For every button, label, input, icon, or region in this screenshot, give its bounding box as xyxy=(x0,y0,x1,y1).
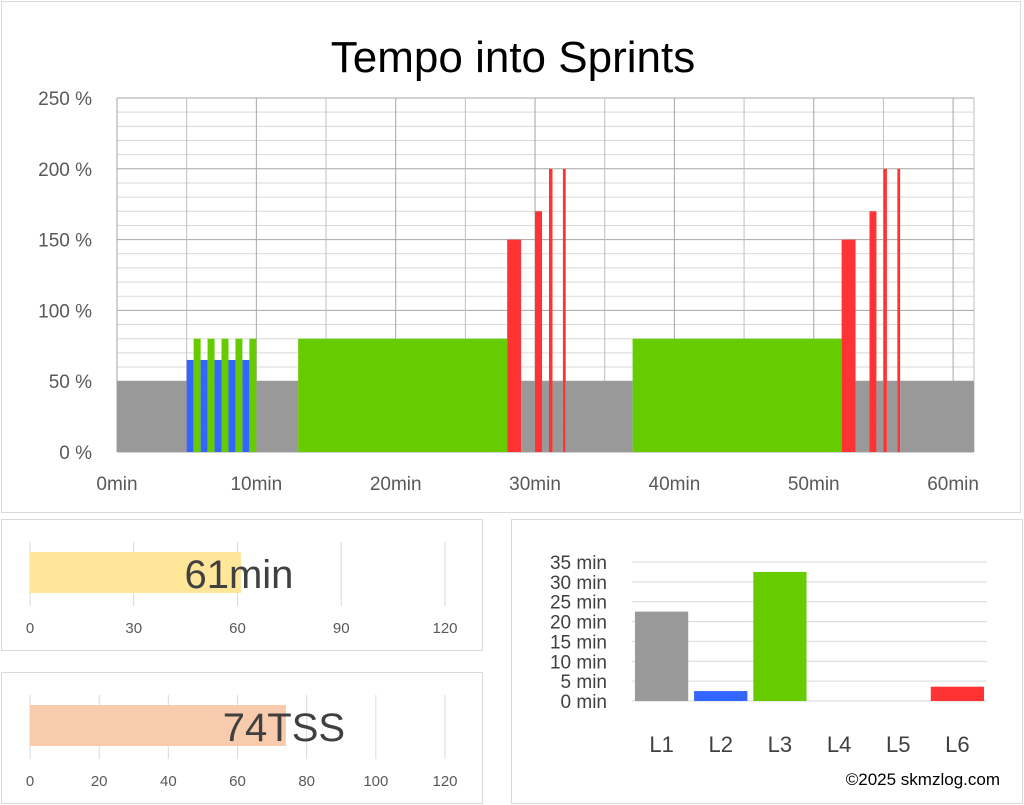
tss-chart: 74TSS 0 20 40 60 80 100 120 xyxy=(26,695,458,790)
x-tick-label: 0 xyxy=(26,773,34,790)
y-axis-ticks: 0 % 50 % 100 % 150 % 200 % 250 % xyxy=(38,89,92,464)
interval-bar xyxy=(228,359,236,452)
zone-category-label: L3 xyxy=(768,732,792,757)
x-tick-label: 0min xyxy=(96,474,137,495)
interval-bar xyxy=(242,359,250,452)
interval-bar xyxy=(632,338,842,452)
interval-bar xyxy=(200,359,208,452)
x-tick-label: 30min xyxy=(509,474,561,495)
y-tick-label: 25 min xyxy=(550,593,607,614)
duration-panel: 61min 0 30 60 90 120 xyxy=(1,519,483,651)
interval-bar xyxy=(548,168,553,453)
x-tick-label: 90 xyxy=(333,620,350,637)
zone-bar-l2 xyxy=(694,691,748,701)
duration-chart: 61min 0 30 60 90 120 xyxy=(26,542,458,637)
zone-category-label: L5 xyxy=(886,732,910,757)
y-tick-label: 0 min xyxy=(561,692,607,713)
chart-bars xyxy=(117,168,974,453)
interval-bar xyxy=(214,359,222,452)
zone-bar-l1 xyxy=(634,611,689,701)
x-tick-label: 100 xyxy=(363,773,388,790)
time-in-zone-panel: 0 min 5 min 10 min 15 min 20 min 25 min 30 min… xyxy=(511,519,1023,804)
duration-axis-ticks: 0 30 60 90 120 xyxy=(26,620,458,637)
y-tick-label: 150 % xyxy=(38,231,92,252)
y-tick-label: 30 min xyxy=(550,573,607,594)
chart-title: Tempo into Sprints xyxy=(331,33,695,82)
interval-bar xyxy=(876,381,884,452)
y-tick-label: 15 min xyxy=(550,632,607,653)
x-tick-label: 120 xyxy=(432,620,457,637)
y-tick-label: 0 % xyxy=(59,443,92,464)
y-tick-label: 10 min xyxy=(550,652,607,673)
interval-bar xyxy=(256,381,299,452)
zone-category-label: L6 xyxy=(945,732,969,757)
interval-bar xyxy=(841,239,856,452)
zone-category-label: L1 xyxy=(649,732,673,757)
interval-bar xyxy=(542,381,549,452)
x-tick-label: 30 xyxy=(125,620,142,637)
zone-category-label: L2 xyxy=(709,732,733,757)
duration-value: 61min xyxy=(184,553,293,597)
interval-bar xyxy=(249,338,257,452)
zone-bars xyxy=(634,571,985,701)
interval-bar xyxy=(869,211,877,452)
zone-grid xyxy=(632,561,987,702)
tss-value: 74TSS xyxy=(223,706,345,750)
workout-profile-panel: Tempo into Sprints 0 % 50 % 100 % 150 % 200 … xyxy=(1,1,1021,513)
interval-bar xyxy=(235,338,243,452)
interval-bar xyxy=(562,168,566,453)
x-tick-label: 40 xyxy=(160,773,177,790)
interval-bar xyxy=(886,381,898,452)
x-tick-label: 120 xyxy=(432,773,457,790)
zone-bar-l6 xyxy=(930,686,985,701)
tss-panel: 74TSS 0 20 40 60 80 100 120 xyxy=(1,672,483,804)
workout-profile-chart: Tempo into Sprints 0 % 50 % 100 % 150 % 200 … xyxy=(38,33,979,495)
x-tick-label: 0 xyxy=(26,620,34,637)
x-axis-ticks: 0min 10min 20min 30min 40min 50min 60min xyxy=(96,474,979,495)
y-tick-label: 5 min xyxy=(561,672,607,693)
x-tick-label: 10min xyxy=(230,474,282,495)
x-tick-label: 50min xyxy=(788,474,840,495)
x-tick-label: 20min xyxy=(370,474,422,495)
x-tick-label: 40min xyxy=(649,474,701,495)
copyright-credit: ©2025 skmzlog.com xyxy=(846,770,1000,789)
y-tick-label: 200 % xyxy=(38,160,92,181)
interval-bar xyxy=(552,381,563,452)
zone-categories: L1 L2 L3 L4 L5 L6 xyxy=(649,732,969,757)
interval-bar xyxy=(855,381,870,452)
interval-bar xyxy=(298,338,508,452)
interval-bar xyxy=(207,338,215,452)
tss-bar xyxy=(30,705,286,746)
y-tick-label: 100 % xyxy=(38,301,92,322)
interval-bar xyxy=(535,211,543,452)
x-tick-label: 60 xyxy=(229,620,246,637)
interval-bar xyxy=(117,381,187,452)
interval-bar xyxy=(900,381,974,452)
interval-bar xyxy=(521,381,536,452)
x-tick-label: 80 xyxy=(298,773,315,790)
y-tick-label: 250 % xyxy=(38,89,92,110)
x-tick-label: 60min xyxy=(927,474,979,495)
interval-bar xyxy=(186,359,194,452)
interval-bar xyxy=(565,381,633,452)
interval-bar xyxy=(507,239,522,452)
y-tick-label: 50 % xyxy=(49,372,92,393)
x-tick-label: 60 xyxy=(229,773,246,790)
x-tick-label: 20 xyxy=(91,773,108,790)
zone-category-label: L4 xyxy=(827,732,851,757)
interval-bar xyxy=(897,168,901,453)
duration-bar xyxy=(30,552,241,593)
tss-axis-ticks: 0 20 40 60 80 100 120 xyxy=(26,773,458,790)
interval-bar xyxy=(193,338,201,452)
y-tick-label: 20 min xyxy=(550,613,607,634)
zone-bar-l3 xyxy=(753,571,807,701)
interval-bar xyxy=(883,168,887,453)
interval-bar xyxy=(221,338,229,452)
y-tick-label: 35 min xyxy=(550,553,607,574)
